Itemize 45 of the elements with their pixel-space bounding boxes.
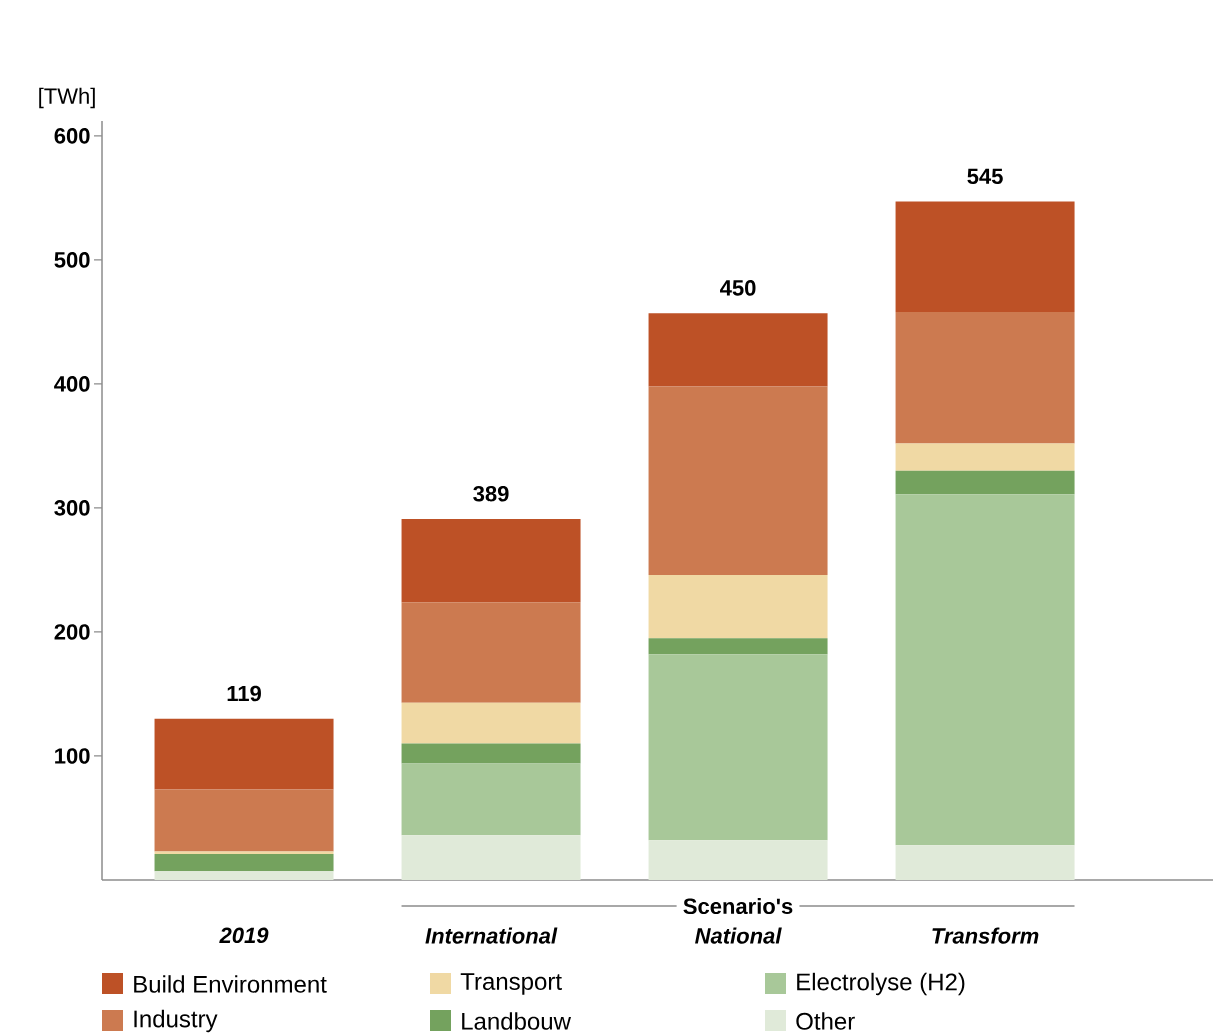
x-tick-label: 2019 <box>219 927 269 944</box>
legend-label: Transport <box>460 973 562 995</box>
bar <box>648 313 828 387</box>
y-tick-label: 100 <box>55 748 90 764</box>
text: Scenario's <box>683 897 793 915</box>
y-tick-label: 300 <box>54 500 90 516</box>
bar <box>154 853 334 872</box>
bar <box>401 763 581 836</box>
y-tick-label: 400 <box>54 376 90 392</box>
annotation: 119 <box>227 685 261 702</box>
bar <box>401 835 581 880</box>
bar <box>895 311 1075 444</box>
annotation: 450 <box>720 280 756 296</box>
legend-label: Build Environment <box>134 975 327 993</box>
legend-label: Electrolyse (H2) <box>797 972 965 996</box>
bar <box>895 443 1075 471</box>
x-tick-label: National <box>695 927 782 944</box>
legend-label: Landbouw <box>462 1012 572 1030</box>
bar <box>895 201 1075 312</box>
bar <box>401 702 581 744</box>
y-tick-label: 500 <box>54 252 90 268</box>
bar <box>648 840 828 880</box>
bar <box>154 851 334 854</box>
bar <box>401 743 581 764</box>
bar <box>401 602 581 703</box>
bar <box>648 654 828 841</box>
legend-label: Industry <box>134 1009 218 1033</box>
bar <box>648 638 828 655</box>
y-tick-label: 200 <box>54 624 90 640</box>
bar <box>154 871 334 880</box>
bar <box>895 470 1075 495</box>
bar <box>154 789 334 852</box>
y-tick-label: 600 <box>54 128 90 144</box>
bar <box>648 386 828 575</box>
bar <box>648 574 828 639</box>
y-axis-title: [TWh] <box>39 87 95 109</box>
annotation: 545 <box>967 168 1003 185</box>
x-tick-label: International <box>425 927 558 944</box>
bar <box>154 718 334 790</box>
legend-label: Other <box>796 1012 855 1030</box>
annotation: 389 <box>473 485 509 502</box>
x-tick-label: Transform <box>932 927 1039 944</box>
bar <box>895 845 1075 880</box>
bar <box>401 519 581 603</box>
bar <box>895 494 1075 846</box>
